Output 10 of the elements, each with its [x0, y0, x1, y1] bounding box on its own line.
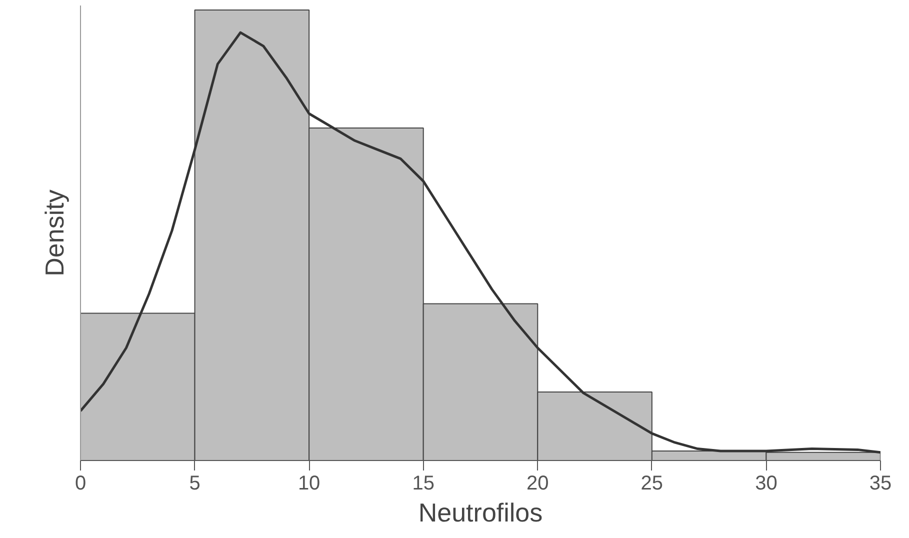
x-tick-label: 20: [526, 472, 549, 494]
x-axis-title: Neutrofilos: [418, 498, 543, 528]
x-tick-label: 0: [74, 472, 86, 494]
x-tick-label: 30: [755, 472, 778, 494]
x-tick-label: 5: [189, 472, 200, 494]
x-tick-label: 35: [869, 472, 892, 494]
x-tick-label: 15: [412, 472, 434, 494]
y-axis-title: Density: [40, 190, 70, 276]
x-tick-label: 10: [298, 472, 320, 494]
x-tick-label: 25: [640, 472, 664, 494]
